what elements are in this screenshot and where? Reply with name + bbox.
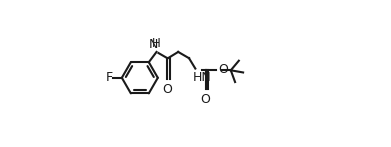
Text: O: O xyxy=(218,63,228,76)
Text: F: F xyxy=(105,71,113,84)
Text: O: O xyxy=(201,93,211,106)
Text: O: O xyxy=(162,83,172,96)
Text: H: H xyxy=(152,37,161,50)
Text: N: N xyxy=(149,38,158,51)
Text: HN: HN xyxy=(193,71,212,84)
